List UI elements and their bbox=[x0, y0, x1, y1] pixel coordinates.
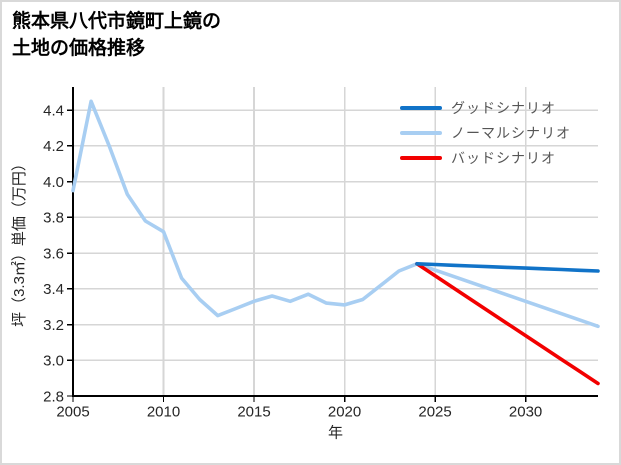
x-tick-label: 2025 bbox=[418, 403, 451, 420]
y-tick-label: 4.2 bbox=[43, 138, 64, 155]
x-tick-label: 2010 bbox=[147, 403, 180, 420]
normal-scenario-swatch-icon bbox=[400, 130, 442, 135]
page-title-line1: 熊本県八代市鏡町上鏡の bbox=[12, 11, 222, 32]
good-scenario-swatch-icon bbox=[400, 105, 442, 110]
legend-item-normal-scenario: ノーマルシナリオ bbox=[400, 120, 571, 145]
page-title: 熊本県八代市鏡町上鏡の 土地の価格推移 bbox=[12, 8, 221, 62]
x-axis-label: 年 bbox=[328, 424, 343, 441]
x-tick-label: 2030 bbox=[509, 403, 542, 420]
x-tick-label: 2020 bbox=[328, 403, 361, 420]
legend-label-bad-scenario: バッドシナリオ bbox=[451, 149, 556, 166]
bad-scenario-line bbox=[415, 261, 600, 386]
legend-item-good-scenario: グッドシナリオ bbox=[400, 95, 571, 120]
normal-scenario-line bbox=[71, 99, 600, 329]
y-tick-label: 3.2 bbox=[43, 317, 64, 334]
page-title-line2: 土地の価格推移 bbox=[12, 38, 146, 59]
y-tick-label: 4.4 bbox=[43, 102, 64, 119]
x-tick-label: 2015 bbox=[237, 403, 270, 420]
legend-item-bad-scenario: バッドシナリオ bbox=[400, 145, 571, 170]
y-tick-label: 4.0 bbox=[43, 174, 64, 191]
y-tick-label: 3.6 bbox=[43, 245, 64, 262]
bad-scenario-swatch-icon bbox=[400, 155, 442, 160]
y-tick-label: 3.4 bbox=[43, 281, 64, 298]
y-tick-label: 2.8 bbox=[43, 388, 64, 405]
good-scenario-line bbox=[415, 261, 600, 273]
legend-label-normal-scenario: ノーマルシナリオ bbox=[451, 124, 571, 141]
legend-label-good-scenario: グッドシナリオ bbox=[451, 99, 556, 116]
legend: グッドシナリオ ノーマルシナリオ バッドシナリオ bbox=[400, 95, 571, 170]
x-tick-label: 2005 bbox=[56, 403, 89, 420]
y-tick-label: 3.8 bbox=[43, 210, 64, 227]
y-axis-label: 坪（3.3㎡）単価（万円） bbox=[11, 156, 28, 327]
y-tick-label: 3.0 bbox=[43, 353, 64, 370]
